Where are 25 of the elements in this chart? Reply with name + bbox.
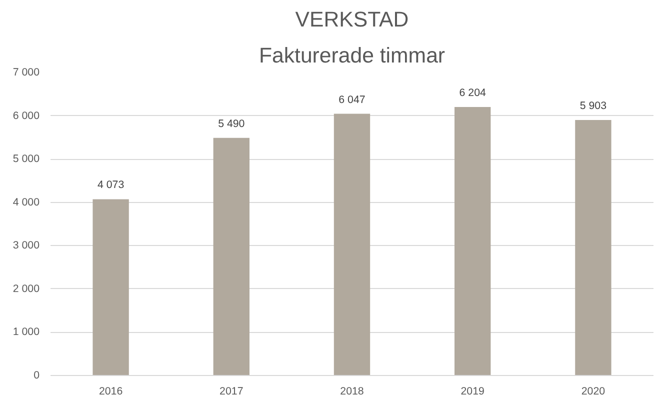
y-tick-label: 3 000 <box>12 240 40 252</box>
y-tick-label: 1 000 <box>12 326 40 338</box>
y-tick-label: 7 000 <box>12 66 40 78</box>
data-label: 5 903 <box>580 100 607 112</box>
x-tick-label: 2017 <box>220 386 244 398</box>
y-tick-label: 0 <box>34 370 40 382</box>
y-tick-label: 5 000 <box>12 153 40 166</box>
x-tick-label: 2020 <box>581 386 606 398</box>
data-label: 4 073 <box>97 179 124 192</box>
y-tick-label: 6 000 <box>12 110 40 122</box>
bar <box>575 120 612 376</box>
data-label: 5 490 <box>218 118 245 130</box>
data-label: 6 047 <box>338 94 366 106</box>
bar <box>334 114 370 376</box>
chart-title: VERKSTAD <box>295 8 409 32</box>
chart-subtitle: Fakturerade timmar <box>258 44 446 68</box>
bar <box>454 106 491 376</box>
data-label: 6 204 <box>459 86 486 99</box>
bar <box>213 138 250 376</box>
y-tick-label: 4 000 <box>12 196 40 208</box>
y-tick-label: 2 000 <box>12 282 40 295</box>
bar <box>92 199 129 376</box>
x-tick-label: 2018 <box>340 386 364 398</box>
x-tick-label: 2016 <box>98 386 123 398</box>
x-tick-label: 2019 <box>460 386 485 398</box>
